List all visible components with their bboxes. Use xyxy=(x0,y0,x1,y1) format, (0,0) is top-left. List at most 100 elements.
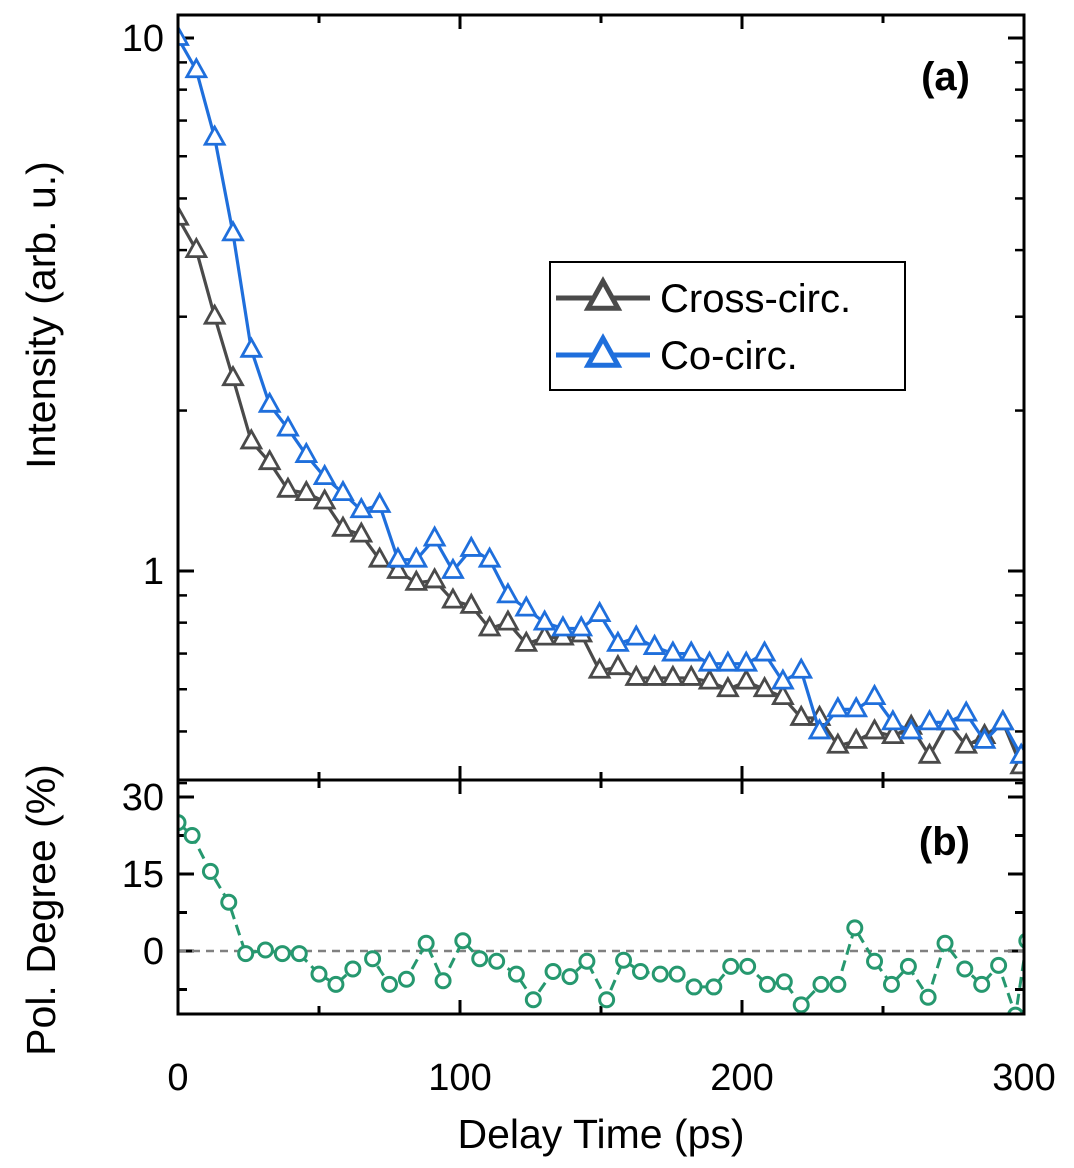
point-co-circ xyxy=(697,650,722,672)
point-cross-circ xyxy=(679,664,704,686)
point-pol-degree xyxy=(178,814,187,832)
point-pol-degree xyxy=(722,957,740,975)
point-co-circ xyxy=(990,708,1015,731)
point-cross-circ xyxy=(276,476,300,498)
point-pol-degree xyxy=(598,991,616,1009)
point-pol-degree xyxy=(256,941,274,959)
point-co-circ xyxy=(862,683,887,705)
point-co-circ xyxy=(312,463,337,486)
point-pol-degree xyxy=(936,934,954,952)
point-cross-circ xyxy=(422,566,447,589)
point-pol-degree xyxy=(578,952,596,970)
legend-marker-cross-circ xyxy=(583,276,623,311)
point-co-circ xyxy=(716,650,740,672)
point-co-circ xyxy=(514,595,539,617)
panel-b-polarization: 0 15 30 Pol. Degree (%) (b) xyxy=(18,764,1026,1056)
legend-label-cross-circ: Cross-circ. xyxy=(660,277,851,321)
point-cross-circ xyxy=(312,488,337,510)
point-co-circ xyxy=(404,546,429,568)
panel-b-y-axis-title: Pol. Degree (%) xyxy=(18,764,64,1056)
point-co-circ xyxy=(606,630,630,652)
point-co-circ xyxy=(880,708,905,731)
point-pol-degree xyxy=(434,972,452,990)
point-co-circ xyxy=(1009,742,1024,764)
point-co-circ xyxy=(239,336,264,358)
point-cross-circ xyxy=(661,664,685,686)
point-pol-degree xyxy=(310,965,328,983)
point-pol-degree xyxy=(956,960,974,978)
legend: Cross-circ. Co-circ. xyxy=(549,261,906,391)
point-co-circ xyxy=(917,708,942,731)
point-cross-circ xyxy=(514,630,539,652)
point-co-circ xyxy=(459,535,484,557)
legend-box xyxy=(549,261,906,391)
point-pol-degree xyxy=(220,893,238,911)
point-co-circ xyxy=(496,581,520,604)
point-co-circ xyxy=(899,717,924,740)
point-pol-degree xyxy=(417,934,435,952)
point-cross-circ xyxy=(587,657,612,679)
point-co-circ xyxy=(178,24,190,46)
panel-a-y-tick-label: 10 xyxy=(122,18,164,60)
point-pol-degree xyxy=(882,975,900,993)
point-pol-degree xyxy=(919,988,937,1006)
point-co-circ xyxy=(679,640,704,662)
point-cross-circ xyxy=(826,732,850,754)
point-co-circ xyxy=(257,391,282,413)
panel-b-y-tick-label: 0 xyxy=(143,931,164,973)
point-pol-degree xyxy=(739,957,757,975)
point-pol-degree xyxy=(327,975,345,993)
panel-b-y-tick-labels: 0 15 30 xyxy=(122,777,164,973)
point-cross-circ xyxy=(239,427,264,450)
point-co-circ xyxy=(789,657,814,679)
point-cross-circ xyxy=(697,668,722,690)
panel-a-y-axis-title: Intensity (arb. u.) xyxy=(18,161,64,469)
point-cross-circ xyxy=(202,303,227,325)
x-axis: 0 100 200 300 Delay Time (ps) xyxy=(167,1057,1055,1157)
point-co-circ xyxy=(386,546,410,568)
point-co-circ xyxy=(441,557,465,579)
point-co-circ xyxy=(954,700,979,722)
point-co-circ xyxy=(367,491,392,513)
panel-b-y-tick-label: 15 xyxy=(122,854,164,896)
point-pol-degree xyxy=(990,956,1008,974)
point-cross-circ xyxy=(331,515,355,537)
panel-b-frame xyxy=(176,778,1026,1016)
point-pol-degree xyxy=(846,919,864,937)
point-co-circ xyxy=(587,600,612,623)
point-cross-circ xyxy=(624,664,649,686)
point-pol-degree xyxy=(237,945,255,963)
point-cross-circ xyxy=(752,675,777,698)
x-tick-label: 200 xyxy=(710,1057,773,1099)
point-co-circ xyxy=(807,717,832,740)
point-pol-degree xyxy=(758,975,776,993)
point-pol-degree xyxy=(866,952,884,970)
point-cross-circ xyxy=(734,668,759,690)
point-cross-circ xyxy=(349,521,374,543)
point-pol-degree xyxy=(524,991,542,1009)
point-co-circ xyxy=(551,615,575,637)
point-co-circ xyxy=(935,708,960,731)
point-pol-degree xyxy=(544,963,562,981)
legend-marker-co-circ xyxy=(583,333,623,368)
point-pol-degree xyxy=(775,973,793,991)
point-cross-circ xyxy=(404,569,429,591)
point-cross-circ xyxy=(642,664,667,686)
point-pol-degree xyxy=(364,950,382,968)
panel-a-y-tick-labels: 1 10 xyxy=(122,18,164,593)
x-tick-label: 300 xyxy=(992,1057,1055,1099)
point-pol-degree xyxy=(201,862,219,880)
point-cross-circ xyxy=(880,722,905,745)
point-pol-degree xyxy=(1018,932,1024,949)
point-cross-circ xyxy=(221,364,245,387)
point-co-circ xyxy=(642,633,667,655)
point-co-circ xyxy=(221,219,245,242)
point-cross-circ xyxy=(367,546,392,568)
point-co-circ xyxy=(826,695,850,718)
point-pol-degree xyxy=(183,827,201,844)
point-co-circ xyxy=(477,546,502,568)
point-cross-circ xyxy=(954,732,979,754)
x-axis-title: Delay Time (ps) xyxy=(457,1111,744,1157)
point-pol-degree xyxy=(381,975,398,993)
